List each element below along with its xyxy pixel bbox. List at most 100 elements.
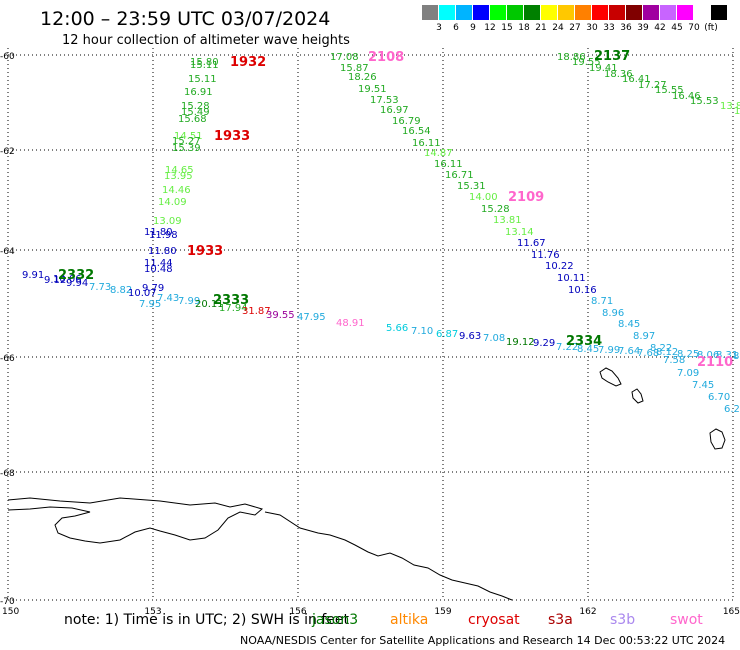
wave-height-reading: 9.94 [66,278,88,289]
colorbar-label: 24 [552,23,564,33]
wave-height-reading: 15.28 [481,204,510,215]
colorbar-label: 12 [484,23,496,33]
pass-time-label: 1933 [187,244,223,259]
wave-height-reading: 8.31 [716,350,738,361]
wave-height-reading: 13.14 [505,227,534,238]
colorbar-label: 3 [436,23,442,33]
wave-height-reading: 48.91 [336,318,365,329]
pass-time-label: 2109 [508,190,544,205]
colorbar-swatch [524,5,540,20]
x-tick-label: 156 [289,607,306,617]
wave-height-reading: 15.39 [172,143,201,154]
wave-height-reading: 7.73 [89,282,111,293]
coastline [7,367,726,601]
pass-time-label: 2137 [594,49,630,64]
mission-altika: altika [390,612,429,628]
wave-height-reading: 14.65 [165,165,194,176]
wave-height-reading: 15.11 [190,60,219,71]
pass-time-label: 1932 [230,55,266,70]
mission-jason3: jason3 [312,612,359,628]
wave-height-reading: 7.43 [157,293,179,304]
colorbar-swatch [643,5,659,20]
colorbar-swatch [541,5,557,20]
wave-height-reading: 17.27 [638,80,667,91]
mission-s3a: s3a [548,612,573,628]
colorbar-swatch [677,5,693,20]
colorbar-swatch [694,5,710,20]
colorbar-swatch [439,5,455,20]
wave-height-reading: 18.86 [557,52,586,63]
wave-height-reading: 8.45 [577,344,599,355]
y-tick-label: -62 [0,147,15,157]
wave-height-reading: 10.11 [557,273,586,284]
wave-height-reading: 7.99 [178,296,200,307]
wave-height-reading: 7.08 [483,333,505,344]
colorbar-swatch [422,5,438,20]
colorbar-swatch [558,5,574,20]
pass-time-label: 2333 [213,293,249,308]
wave-height-reading: 17.08 [330,52,359,63]
colorbar-label: 33 [603,23,615,33]
wave-height-reading: 10.07 [128,288,157,299]
wave-height-reading: 19.51 [358,84,387,95]
colorbar-label: 18 [518,23,530,33]
wave-height-reading: 8.1 [733,351,740,362]
y-tick-label: -68 [0,469,15,479]
grid-lines [7,48,734,601]
coastline-antarctica [7,497,264,544]
colorbar-label: 30 [586,23,598,33]
wave-height-reading: 16.54 [402,126,431,137]
colorbar-swatch [609,5,625,20]
wave-height-reading: 14.09 [158,197,187,208]
wave-height-reading: 20.11 [195,299,224,310]
map-subtitle: 12 hour collection of altimeter wave hei… [62,33,350,48]
wave-height-reading: 17.94 [219,303,248,314]
wave-height-reading: 16.11 [412,138,441,149]
wave-height-reading: 9.63 [459,331,481,342]
colorbar-label: 6 [453,23,459,33]
colorbar-swatch [711,5,727,20]
colorbar-swatch [490,5,506,20]
wave-height-reading: 16.46 [672,91,701,102]
wave-height-reading: 15.31 [457,181,486,192]
wave-height-reading: 9.29 [533,338,555,349]
wave-height-reading: 11.44 [144,258,173,269]
wave-height-reading: 16.91 [184,87,213,98]
colorbar-label: 42 [654,23,666,33]
wave-height-reading: 7.64 [618,346,640,357]
colorbar-label: 15 [501,23,513,33]
wave-height-reading: 15.68 [178,114,207,125]
wave-height-reading: 10.16 [568,285,597,296]
wave-height-reading: 7.99 [598,345,620,356]
y-tick-label: -64 [0,247,15,257]
x-tick-label: 159 [434,607,451,617]
wave-height-reading: 10.48 [144,264,173,275]
pass-time-label: 2332 [58,268,94,283]
wave-height-reading: 13.86 [720,101,740,112]
wave-height-reading: 6.2 [724,404,740,415]
wave-height-reading: 9.91 [22,270,44,281]
wave-height-reading: 15.53 [690,96,719,107]
wave-height-reading: 15.27 [172,136,201,147]
mission-s3b: s3b [610,612,636,628]
colorbar-label: 39 [637,23,649,33]
wave-height-reading: 14.46 [162,185,191,196]
island-2 [631,388,644,404]
wave-height-reading: 18.36 [604,69,633,80]
wave-height-reading: 39.55 [266,310,295,321]
wave-height-reading: 11.80 [144,227,173,238]
wave-height-reading: 8.22 [650,343,672,354]
x-tick-label: 150 [2,607,19,617]
wave-height-reading: 7.58 [663,355,685,366]
wave-height-reading: 6.87 [436,329,458,340]
colorbar-swatch [575,5,591,20]
wave-height-reading: 15.11 [188,74,217,85]
y-tick-label: -60 [0,52,15,62]
wave-height-reading: 11.76 [531,250,560,261]
wave-height-reading: 14.00 [469,192,498,203]
wave-height-reading: 13.95 [164,171,193,182]
axis-ticks: 150 153 156 159 162 165 -60 -62 -64 -66 -68 -70 [0,52,740,617]
wave-height-reading: 15.49 [181,107,210,118]
wave-height-reading: 14.51 [174,131,203,142]
coastline-antarctica-east [264,511,513,601]
